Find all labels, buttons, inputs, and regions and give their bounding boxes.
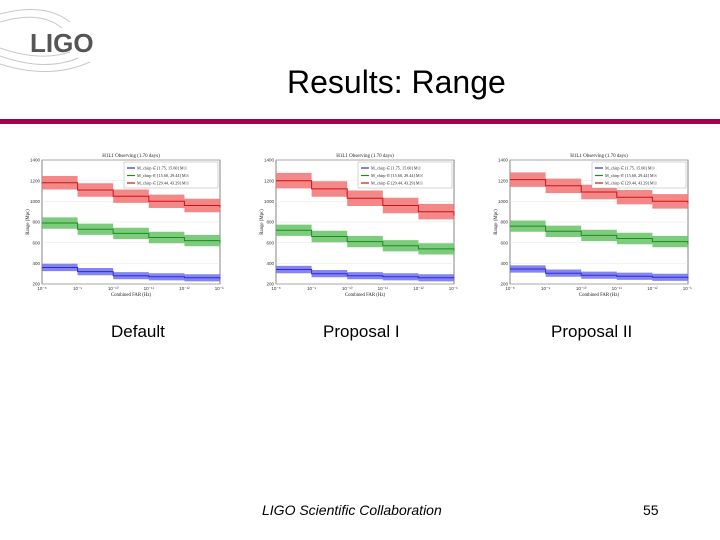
plot-title: H1L1 Observing (1.70 days) <box>570 154 628 159</box>
series-line-0 <box>42 267 221 279</box>
series-line-1 <box>42 222 221 243</box>
y-tick-label: 1400 <box>264 158 275 163</box>
y-tick-label: 200 <box>500 282 508 287</box>
x-tick-label: 10⁻¹⁰ <box>108 286 119 291</box>
x-tick-label: 10⁻⁹ <box>307 286 316 291</box>
y-tick-label: 600 <box>266 240 274 245</box>
series-line-2 <box>42 182 221 208</box>
y-tick-label: 1400 <box>30 158 41 163</box>
series-band-1 <box>42 217 220 249</box>
legend-box <box>123 161 219 189</box>
footer-collaboration: LIGO Scientific Collaboration <box>262 502 442 518</box>
plot-title: H1L1 Observing (1.70 days) <box>336 154 394 159</box>
y-axis-label: Range (Mpc) <box>26 209 31 235</box>
x-tick-label: 10⁻¹¹ <box>612 286 623 291</box>
y-tick-label: 400 <box>32 261 40 266</box>
x-tick-label: 10⁻¹⁰ <box>342 286 353 291</box>
x-tick-label: 10⁻⁹ <box>73 286 82 291</box>
y-tick-label: 1000 <box>264 199 275 204</box>
series-line-1 <box>276 229 455 251</box>
x-tick-label: 10⁻¹⁰ <box>576 286 587 291</box>
series-band-2 <box>42 176 220 215</box>
y-tick-label: 400 <box>500 261 508 266</box>
x-tick-label: 10⁻¹¹ <box>144 286 155 291</box>
y-tick-label: 1000 <box>498 199 509 204</box>
x-tick-label: 10⁻¹³ <box>215 286 224 291</box>
range-plot-proposal-2: 200 400 600 800 1000 1200 1400 10⁻⁸ 10⁻⁹ 10⁻¹⁰ 10⁻… <box>494 154 692 298</box>
series-line-2 <box>276 180 455 216</box>
logo-arcs <box>0 9 91 72</box>
y-axis-label: Range (Mpc) <box>494 209 499 235</box>
x-tick-label: 10⁻¹² <box>647 286 658 291</box>
legend-label: M_chirp ∈ [1.75, 15.60] M☉ <box>137 166 188 172</box>
y-tick-label: 800 <box>500 220 508 225</box>
y-tick-label: 600 <box>32 240 40 245</box>
series-band-0 <box>276 265 454 282</box>
legend-box <box>591 161 687 189</box>
series-line-0 <box>510 268 689 279</box>
x-axis-label: Combined FAR (Hz) <box>579 293 620 298</box>
y-tick-label: 200 <box>266 282 274 287</box>
caption-default: Default <box>111 322 165 341</box>
x-tick-label: 10⁻¹² <box>413 286 424 291</box>
x-axis-label: Combined FAR (Hz) <box>345 293 386 298</box>
logo-text: LIGO <box>30 28 94 58</box>
y-tick-label: 1000 <box>30 199 41 204</box>
caption-proposal-2: Proposal II <box>551 322 633 341</box>
legend-label: M_chirp ∈ [15.60, 29.44] M☉ <box>137 173 190 179</box>
series-band-0 <box>510 265 688 282</box>
legend-label: M_chirp ∈ [29.44, 43.29] M☉ <box>371 181 424 187</box>
legend-label: M_chirp ∈ [15.60, 29.44] M☉ <box>605 173 658 179</box>
x-tick-label: 10⁻¹² <box>179 286 190 291</box>
x-tick-label: 10⁻¹³ <box>683 286 692 291</box>
x-axis-label: Combined FAR (Hz) <box>111 293 152 298</box>
legend-label: M_chirp ∈ [29.44, 43.29] M☉ <box>605 181 658 187</box>
title-divider <box>0 119 720 124</box>
ligo-logo: LIGO <box>0 9 94 72</box>
series-line-2 <box>510 179 689 204</box>
y-tick-label: 800 <box>266 220 274 225</box>
y-tick-label: 400 <box>266 261 274 266</box>
y-tick-label: 1200 <box>264 178 275 183</box>
legend-label: M_chirp ∈ [1.75, 15.60] M☉ <box>605 166 656 172</box>
y-tick-label: 600 <box>500 240 508 245</box>
y-tick-label: 1400 <box>498 158 509 163</box>
x-tick-label: 10⁻¹¹ <box>378 286 389 291</box>
y-tick-label: 1200 <box>498 178 509 183</box>
slide-title: Results: Range <box>287 64 506 100</box>
x-tick-label: 10⁻⁸ <box>37 286 46 291</box>
range-plot-proposal-1: 200 400 600 800 1000 1200 1400 10⁻⁸ 10⁻⁹ 10⁻¹⁰ 10⁻… <box>260 154 458 298</box>
legend-label: M_chirp ∈ [29.44, 43.29] M☉ <box>137 181 190 187</box>
y-axis-label: Range (Mpc) <box>260 209 265 235</box>
x-tick-label: 10⁻⁸ <box>271 286 280 291</box>
legend-box <box>357 161 453 189</box>
y-tick-label: 800 <box>32 220 40 225</box>
y-tick-label: 200 <box>32 282 40 287</box>
x-tick-label: 10⁻¹³ <box>449 286 458 291</box>
range-plot-default: 200 400 600 800 1000 1200 1400 10⁻⁸ 10⁻⁹ 10⁻¹⁰ 10⁻… <box>26 154 224 298</box>
x-tick-label: 10⁻⁹ <box>541 286 550 291</box>
legend-label: M_chirp ∈ [1.75, 15.60] M☉ <box>371 166 422 172</box>
series-line-0 <box>276 269 455 279</box>
legend-label: M_chirp ∈ [15.60, 29.44] M☉ <box>371 173 424 179</box>
y-tick-label: 1200 <box>30 178 41 183</box>
x-tick-label: 10⁻⁸ <box>505 286 514 291</box>
series-band-0 <box>42 263 220 283</box>
page-number: 55 <box>643 502 659 518</box>
caption-proposal-1: Proposal I <box>323 322 400 341</box>
series-line-1 <box>510 225 689 244</box>
series-band-1 <box>276 224 454 257</box>
plot-title: H1L1 Observing (1.70 days) <box>102 154 160 159</box>
